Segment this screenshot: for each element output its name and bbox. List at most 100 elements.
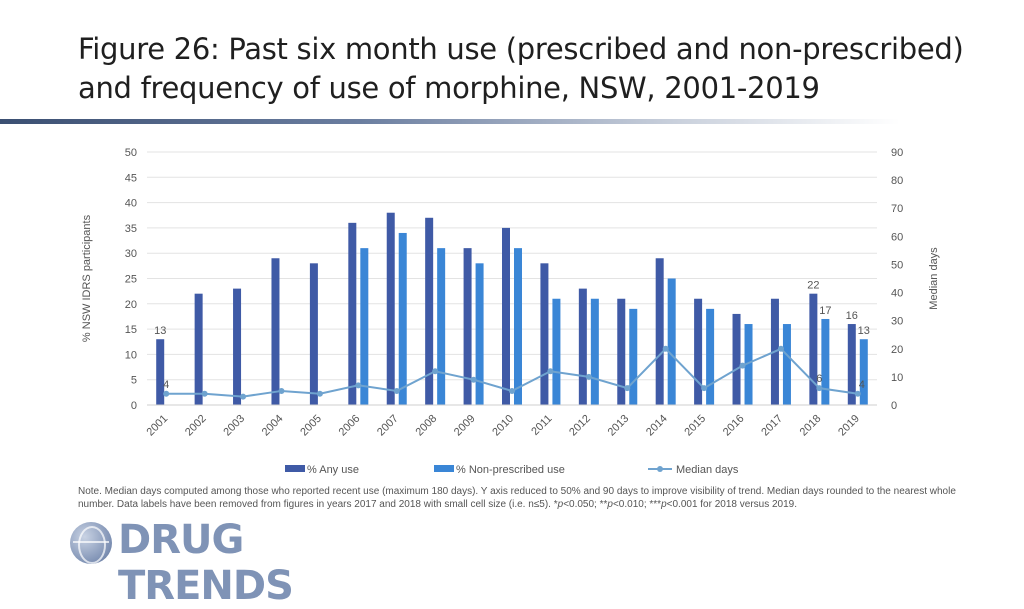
bar-any-use bbox=[694, 298, 703, 405]
point-median-days bbox=[240, 393, 247, 400]
x-tick-label: 2005 bbox=[298, 413, 324, 439]
y-tick-label: 25 bbox=[125, 274, 137, 286]
point-median-days bbox=[201, 390, 208, 397]
bar-any-use bbox=[655, 258, 664, 405]
y-tick-label: 50 bbox=[125, 147, 137, 159]
y2-tick-label: 50 bbox=[891, 259, 903, 271]
y-tick-label: 20 bbox=[125, 299, 137, 311]
bar-any-use bbox=[386, 212, 395, 405]
legend-median-days-label: Median days bbox=[676, 464, 739, 476]
x-tick-label: 2016 bbox=[721, 413, 747, 439]
bar-non-prescribed bbox=[667, 278, 676, 405]
x-tick-label: 2004 bbox=[260, 413, 286, 439]
x-tick-label: 2006 bbox=[337, 413, 363, 439]
drug-trends-logo: DRUG TRENDS bbox=[70, 517, 410, 609]
point-median-days bbox=[547, 368, 554, 375]
legend-non-prescribed-swatch bbox=[434, 465, 454, 472]
y2-tick-label: 10 bbox=[891, 372, 903, 384]
logo-wordmark: DRUG TRENDS bbox=[118, 517, 294, 609]
x-tick-label: 2013 bbox=[606, 413, 632, 439]
legend-non-prescribed-label: % Non-prescribed use bbox=[456, 464, 565, 476]
bar-non-prescribed bbox=[821, 318, 830, 405]
data-label: 4 bbox=[859, 379, 865, 391]
y-tick-label: 40 bbox=[125, 198, 137, 210]
point-median-days bbox=[624, 385, 631, 392]
bar-non-prescribed bbox=[552, 298, 561, 405]
point-median-days bbox=[355, 382, 362, 389]
point-median-days bbox=[278, 387, 285, 394]
point-median-days bbox=[816, 385, 823, 392]
bar-any-use bbox=[540, 263, 549, 405]
bar-non-prescribed bbox=[590, 298, 599, 405]
y2-tick-label: 90 bbox=[891, 147, 903, 159]
point-median-days bbox=[854, 390, 861, 397]
x-tick-label: 2019 bbox=[836, 413, 862, 439]
title-divider bbox=[0, 119, 900, 124]
y2-tick-label: 20 bbox=[891, 344, 903, 356]
bar-any-use bbox=[732, 313, 741, 405]
y-tick-label: 30 bbox=[125, 248, 137, 260]
point-median-days bbox=[739, 362, 746, 369]
data-label: 13 bbox=[858, 325, 870, 337]
y2-tick-label: 60 bbox=[891, 231, 903, 243]
data-label: 17 bbox=[819, 305, 831, 317]
bar-non-prescribed bbox=[706, 308, 715, 405]
x-tick-label: 2011 bbox=[529, 413, 554, 438]
x-tick-label: 2001 bbox=[145, 413, 171, 439]
y2-tick-label: 0 bbox=[891, 400, 897, 412]
x-tick-label: 2008 bbox=[413, 413, 439, 439]
data-label: 13 bbox=[154, 325, 166, 337]
legend-any-use-label: % Any use bbox=[307, 464, 359, 476]
y-tick-label: 45 bbox=[125, 172, 137, 184]
y2-tick-label: 70 bbox=[891, 203, 903, 215]
x-tick-label: 2007 bbox=[375, 413, 401, 439]
point-median-days bbox=[777, 345, 784, 352]
figure-title: Figure 26: Past six month use (prescribe… bbox=[78, 32, 964, 105]
bar-any-use bbox=[847, 324, 856, 405]
x-tick-label: 2003 bbox=[221, 413, 247, 439]
point-median-days bbox=[701, 385, 708, 392]
legend-median-days-marker bbox=[657, 466, 663, 472]
y2-axis-title: Median days bbox=[928, 247, 940, 310]
bar-non-prescribed bbox=[514, 248, 522, 405]
globe-icon bbox=[70, 522, 112, 564]
bar-any-use bbox=[271, 258, 280, 405]
bar-any-use bbox=[617, 298, 626, 405]
point-median-days bbox=[163, 390, 170, 397]
bar-non-prescribed bbox=[437, 248, 446, 405]
x-tick-label: 2010 bbox=[490, 413, 516, 439]
x-tick-label: 2012 bbox=[567, 413, 593, 439]
point-median-days bbox=[432, 368, 439, 375]
y2-tick-label: 30 bbox=[891, 316, 903, 328]
legend-any-use-swatch bbox=[285, 465, 305, 472]
point-median-days bbox=[316, 390, 323, 397]
y2-tick-label: 40 bbox=[891, 288, 903, 300]
bar-any-use bbox=[194, 293, 203, 405]
bar-non-prescribed bbox=[398, 232, 407, 405]
bar-any-use bbox=[348, 222, 357, 405]
data-label: 16 bbox=[846, 310, 858, 322]
bar-non-prescribed bbox=[475, 263, 484, 405]
bar-any-use bbox=[809, 293, 818, 405]
data-label: 4 bbox=[163, 379, 169, 391]
figure-note: Note. Median days computed among those w… bbox=[78, 486, 956, 510]
y-tick-label: 0 bbox=[131, 400, 137, 412]
point-median-days bbox=[393, 387, 400, 394]
y-axis-title: % NSW IDRS participants bbox=[81, 214, 93, 342]
point-median-days bbox=[470, 376, 477, 383]
data-label: 6 bbox=[816, 373, 822, 385]
bar-any-use bbox=[309, 263, 318, 405]
bar-non-prescribed bbox=[629, 308, 638, 405]
bar-non-prescribed bbox=[744, 324, 753, 405]
point-median-days bbox=[585, 373, 592, 380]
bar-any-use bbox=[502, 227, 510, 405]
y2-tick-label: 80 bbox=[891, 175, 903, 187]
bar-any-use bbox=[463, 248, 472, 405]
x-tick-label: 2018 bbox=[798, 413, 824, 439]
bar-any-use bbox=[156, 339, 165, 405]
bar-any-use bbox=[578, 288, 587, 405]
y-tick-label: 35 bbox=[125, 223, 137, 235]
x-tick-label: 2015 bbox=[682, 413, 708, 439]
x-tick-label: 2009 bbox=[452, 413, 478, 439]
bar-non-prescribed bbox=[859, 339, 868, 405]
